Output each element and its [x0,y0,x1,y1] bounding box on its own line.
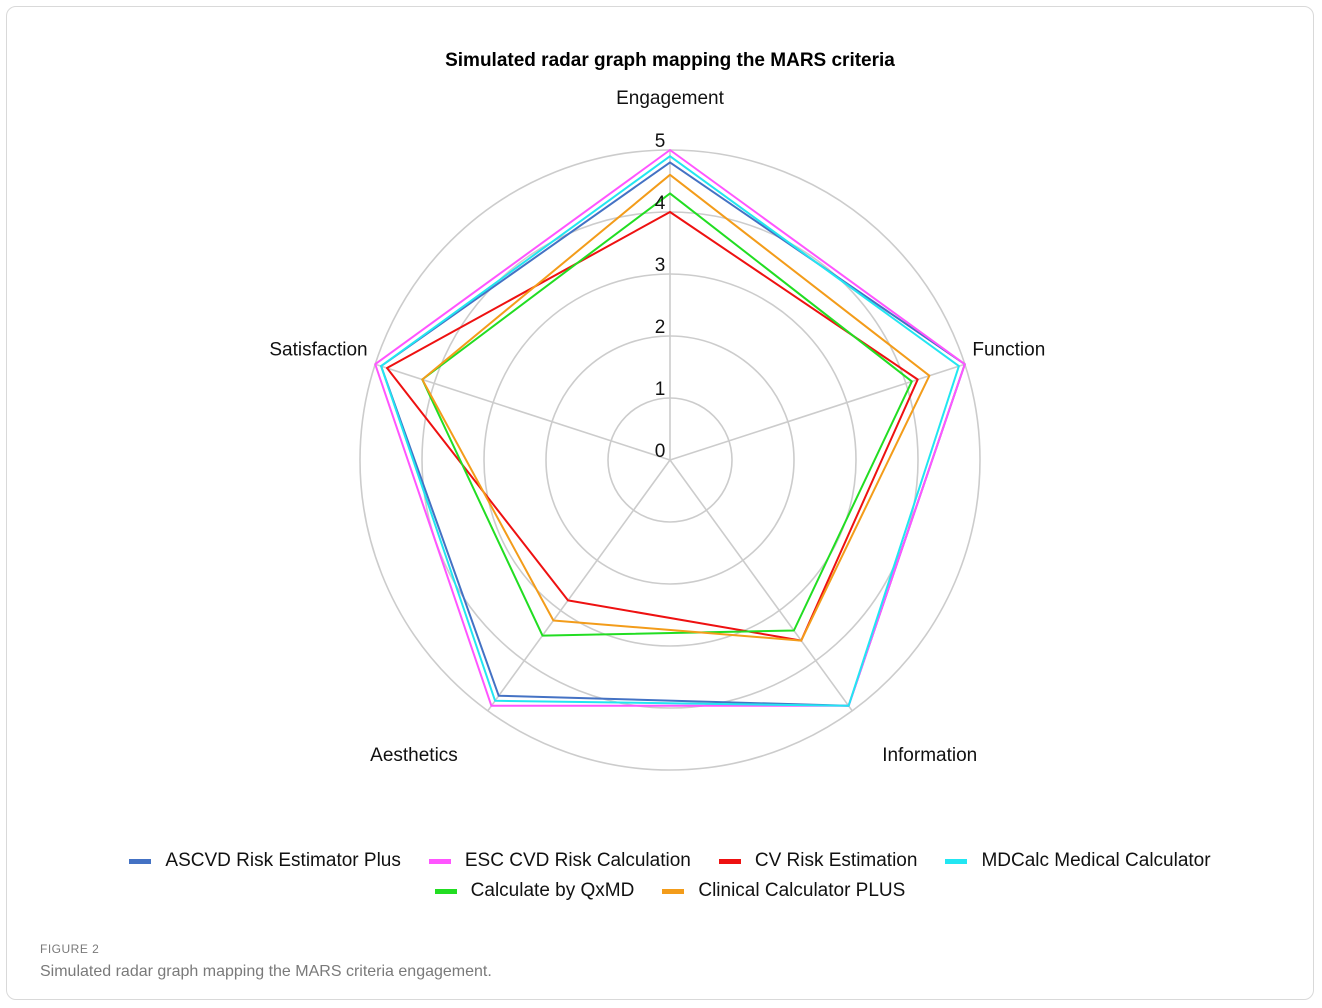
figure-label: FIGURE 2 [40,942,100,956]
chart-title: Simulated radar graph mapping the MARS c… [445,50,895,71]
series-line-4 [380,155,960,707]
spoke-information [669,459,853,712]
legend-item-5: Calculate by QxMD [434,880,635,902]
radar-chart: Simulated radar graph mapping the MARS c… [269,50,1045,771]
tick-label-3: 3 [655,255,666,276]
chart-legend: ASCVD Risk Estimator Plus ESC CVD Risk Ca… [40,850,1300,902]
legend-swatch [718,858,741,864]
legend-label: MDCalc Medical Calculator [981,850,1211,871]
legend-label: CV Risk Estimation [754,850,918,871]
legend-label: Calculate by QxMD [470,880,635,901]
axis-label-satisfaction: Satisfaction [269,340,367,361]
tick-label-1: 1 [655,379,666,400]
legend-swatch [428,858,451,864]
tick-label-4: 4 [655,193,666,214]
legend-item-2: ESC CVD Risk Calculation [428,850,691,872]
series-line-3 [386,211,919,642]
tick-label-0: 0 [655,441,666,462]
legend-item-3: CV Risk Estimation [718,850,918,872]
figure-caption: Simulated radar graph mapping the MARS c… [40,963,492,980]
series-line-6 [421,173,931,642]
legend-item-1: ASCVD Risk Estimator Plus [129,850,401,872]
axis-label-aesthetics: Aesthetics [370,745,458,766]
legend-item-6: Clinical Calculator PLUS [662,880,905,902]
figure-frame [6,6,1314,1000]
axis-label-information: Information [882,745,977,766]
axis-label-function: Function [972,340,1045,361]
legend-label: Clinical Calculator PLUS [698,880,906,901]
legend-label: ASCVD Risk Estimator Plus [165,850,401,871]
radar-grid [359,149,981,771]
series-line-5 [421,192,913,637]
axis-label-engagement: Engagement [616,88,724,109]
legend-swatch [129,858,152,864]
tick-label-2: 2 [655,317,666,338]
legend-swatch [945,858,968,864]
legend-label: ESC CVD Risk Calculation [464,850,691,871]
spoke-function [669,363,966,461]
radar-series [374,149,966,707]
tick-label-5: 5 [655,131,666,152]
axis-labels: Engagement Function Information Aesthetics S… [269,88,1045,766]
legend-item-4: MDCalc Medical Calculator [945,850,1211,872]
legend-swatch [662,888,685,894]
series-line-2 [374,149,966,707]
spoke-aesthetics [487,459,671,712]
legend-swatch [434,888,457,894]
radial-ticks: 0 1 2 3 4 5 [655,131,666,462]
spoke-satisfaction [374,363,671,461]
